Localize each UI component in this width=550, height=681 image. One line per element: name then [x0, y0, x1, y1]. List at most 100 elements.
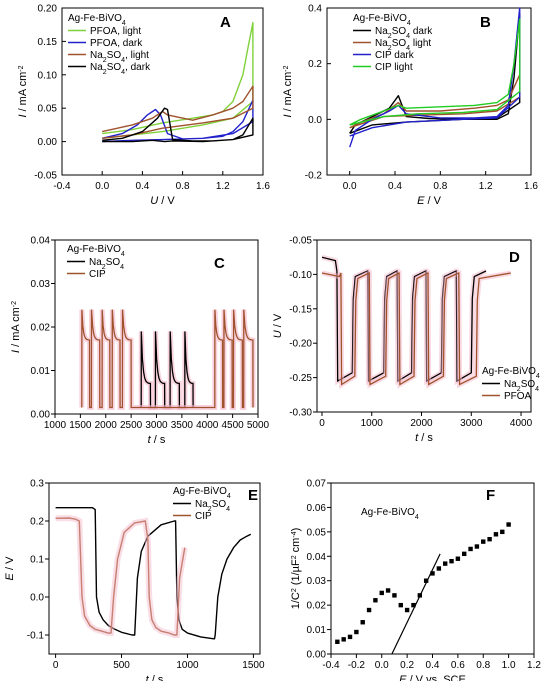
panel-f: -0.4 -0.2 0.0 0.2 0.4 0.6 0.8 1.0 1.2 0.00 0.01 0.0… — [290, 479, 541, 681]
x-tick-label: 0 — [319, 418, 325, 429]
y-tick-label: 0.03 — [31, 279, 51, 290]
legend-label: Na2SO4, dark — [90, 62, 151, 76]
y-tick-label: 0.03 — [307, 576, 327, 587]
y-tick-label: 0.15 — [38, 37, 58, 48]
series-halo — [79, 309, 256, 410]
x-tick-label: 0.2 — [400, 660, 414, 671]
y-tick-label: 0.06 — [307, 503, 327, 514]
data-point — [462, 551, 467, 557]
x-tick-label: 0.4 — [426, 660, 440, 671]
data-point — [366, 607, 372, 613]
y-tick-label: -0.05 — [289, 236, 312, 247]
y-tick-label: 0.04 — [307, 552, 327, 563]
x-tick-label: 1.6 — [524, 181, 538, 192]
y-tick-label: 0.02 — [307, 601, 327, 612]
data-point — [493, 532, 499, 537]
data-point — [354, 629, 359, 635]
data-point — [487, 536, 492, 542]
y-axis-label: U / V — [272, 313, 284, 338]
data-point — [335, 639, 340, 644]
chart-title: Ag-Fe-BiVO4 — [67, 244, 125, 258]
x-tick-label: 1000 — [361, 418, 384, 429]
y-axis-label: I / mA cm-2 — [282, 65, 294, 117]
y-tick-label: -0.20 — [289, 339, 312, 350]
data-point — [404, 607, 410, 613]
x-tick-label: 3500 — [171, 420, 194, 431]
y-axis-label: I / mA cm-2 — [10, 301, 22, 353]
y-tick-label: 0.0 — [30, 593, 44, 604]
x-axis-label: t / s — [146, 674, 164, 681]
panel-label-f: F — [486, 487, 495, 504]
legend-label: PFOA — [504, 391, 532, 402]
y-axis-label: 1/C2 (1/µF2 cm-4) — [290, 528, 302, 610]
y-tick-label: 0.1 — [30, 555, 44, 566]
series-line — [102, 107, 254, 143]
x-tick-label: -0.2 — [348, 660, 366, 671]
data-point — [379, 590, 384, 596]
y-tick-label: 0.4 — [308, 4, 322, 15]
legend-label: Na2SO4 dark — [375, 26, 433, 40]
y-tick-label: 0.3 — [30, 479, 44, 490]
x-tick-label: 0.8 — [176, 181, 190, 192]
y-tick-label: 0.20 — [38, 4, 58, 15]
panel-a: -0.4 0.0 0.4 0.8 1.2 1.6 -0.05 0.00 0.05 0.10 0.15… — [17, 4, 270, 208]
panel-e: 0 500 1000 1500 -0.1 0.0 0.1 0.2 0.3 t / s E / V Ag… — [4, 479, 265, 681]
x-tick-label: 0.4 — [388, 181, 402, 192]
series-line — [55, 507, 252, 640]
data-point — [392, 593, 397, 598]
x-axis-label: U / V — [150, 195, 175, 207]
x-axis-label: E / V — [417, 195, 442, 207]
panel-label-b: B — [480, 14, 491, 31]
panel-label-c: C — [214, 255, 225, 272]
data-point — [385, 588, 391, 593]
panel-label-d: D — [509, 249, 520, 266]
panel-d: 0 1000 2000 3000 4000 -0.30 -0.25 -0.20 -0.15 -0.… — [272, 236, 540, 445]
data-point — [423, 578, 429, 583]
plot-frame — [316, 239, 532, 413]
chart-title: Ag-Fe-BiVO4 — [68, 13, 126, 27]
y-tick-label: -0.1 — [27, 631, 45, 642]
panel-b: 0.0 0.4 0.8 1.2 1.6 -0.2 0.0 0.2 0.4 E / V I / mA … — [282, 4, 538, 208]
x-tick-label: 2000 — [95, 420, 118, 431]
x-tick-label: 0.8 — [433, 181, 447, 192]
legend-label: Na2SO4 — [89, 257, 124, 271]
data-point — [481, 539, 486, 544]
x-axis-label: t / s — [148, 434, 166, 446]
x-tick-label: 1500 — [242, 660, 265, 671]
legend-label: Na2SO4, light — [90, 50, 149, 64]
data-point — [455, 556, 461, 561]
x-tick-label: 0.0 — [95, 181, 109, 192]
y-tick-label: 0.04 — [31, 236, 51, 247]
fit-line — [391, 553, 441, 655]
y-tick-label: 0.07 — [307, 479, 327, 490]
y-axis-label: I / mA cm-2 — [17, 65, 29, 117]
x-tick-label: 1.2 — [527, 660, 541, 671]
y-tick-label: 0.02 — [31, 323, 51, 334]
legend-label: PFOA, light — [90, 26, 141, 37]
x-tick-label: 3000 — [460, 418, 483, 429]
x-tick-label: 4000 — [196, 420, 219, 431]
data-point — [347, 634, 353, 640]
x-tick-label: 1.0 — [502, 660, 516, 671]
y-tick-label: -0.2 — [305, 171, 323, 182]
data-point — [449, 558, 454, 564]
data-point — [373, 598, 378, 603]
data-point — [436, 566, 442, 571]
legend-label: Na2SO4 light — [375, 38, 431, 52]
series-halo — [55, 514, 188, 638]
plot-frame — [326, 7, 532, 176]
y-tick-label: 0.2 — [30, 517, 44, 528]
series-line — [321, 272, 511, 386]
x-axis-label: t / s — [415, 432, 433, 444]
panel-label-a: A — [220, 14, 231, 31]
x-axis-label: E / V vs. SCE — [399, 674, 466, 681]
y-tick-label: 0.05 — [307, 527, 327, 538]
x-tick-label: 1000 — [44, 420, 67, 431]
data-point — [442, 561, 448, 566]
legend-label: PFOA, dark — [90, 38, 143, 49]
chart-title: Ag-Fe-BiVO4 — [353, 13, 411, 27]
series-line — [102, 85, 254, 139]
chart-title: Ag-Fe-BiVO4 — [361, 507, 419, 521]
y-tick-label: 0.01 — [31, 366, 51, 377]
series-line — [321, 256, 487, 383]
